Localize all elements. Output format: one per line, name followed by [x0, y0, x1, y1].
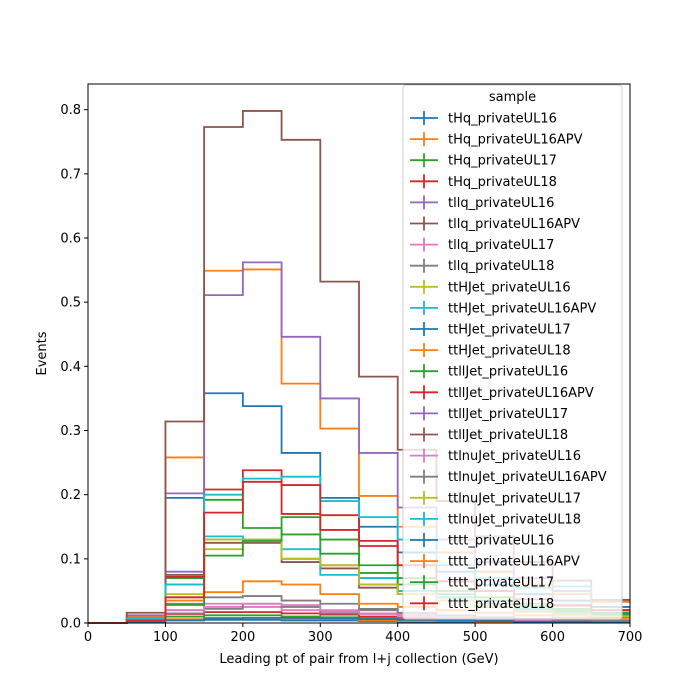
legend-label: ttllJet_privateUL17 — [448, 407, 568, 422]
x-tick-label: 400 — [385, 630, 410, 645]
legend-entry: ttlnuJet_privateUL16 — [410, 448, 581, 464]
plot-area-frame — [87, 83, 631, 624]
x-tick-label: 0 — [84, 630, 92, 645]
legend-entry: tHq_privateUL16 — [410, 111, 557, 127]
x-tick-label: 700 — [618, 630, 643, 645]
y-axis-ticks: 0.0 0.1 0.2 0.3 0.4 0.5 0.6 0.7 0.8 — [60, 103, 88, 632]
legend-entry: ttlnuJet_privateUL17 — [410, 490, 581, 506]
legend-entry: tllq_privateUL16APV — [410, 216, 580, 232]
legend-label: tttt_privateUL18 — [448, 597, 554, 612]
x-axis-label: Leading pt of pair from l+j collection (… — [219, 652, 498, 667]
legend-entry: tttt_privateUL18 — [410, 596, 554, 612]
legend-entry: tllq_privateUL18 — [410, 258, 554, 274]
legend-label: ttHJet_privateUL16 — [448, 280, 571, 295]
y-tick-label: 0.6 — [60, 232, 81, 247]
legend-entry: ttHJet_privateUL18 — [410, 343, 571, 359]
legend-entry: tttt_privateUL16APV — [410, 554, 580, 570]
legend-entry: ttllJet_privateUL16 — [410, 364, 568, 380]
legend-label: ttlnuJet_privateUL18 — [448, 512, 581, 527]
x-tick-label: 100 — [153, 630, 178, 645]
legend-label: tHq_privateUL18 — [448, 175, 557, 190]
legend-label: tHq_privateUL16 — [448, 112, 557, 127]
legend-entry: ttHJet_privateUL16 — [410, 279, 571, 295]
legend-label: tllq_privateUL16APV — [448, 217, 580, 232]
x-axis-ticks: 0 100 200 300 400 500 600 700 — [84, 623, 643, 645]
legend-entry: tttt_privateUL16 — [410, 533, 554, 549]
legend-entries: tHq_privateUL16 tHq_privateUL16APV tHq_pri… — [410, 111, 607, 612]
legend-entry: tHq_privateUL16APV — [410, 132, 583, 148]
legend-label: ttHJet_privateUL16APV — [448, 301, 596, 316]
legend-entry: tttt_privateUL17 — [410, 575, 554, 591]
x-tick-label: 600 — [540, 630, 565, 645]
legend-label: tttt_privateUL17 — [448, 576, 554, 591]
legend-label: tttt_privateUL16 — [448, 534, 554, 549]
legend-entry: ttllJet_privateUL18 — [410, 427, 568, 443]
legend-label: ttlnuJet_privateUL16 — [448, 449, 581, 464]
legend-label: ttllJet_privateUL16 — [448, 365, 568, 380]
legend-label: ttllJet_privateUL18 — [448, 428, 568, 443]
series-ttlnuJet_privateUL16 — [88, 602, 630, 624]
legend-label: ttllJet_privateUL16APV — [448, 386, 594, 401]
y-tick-label: 0.7 — [60, 167, 81, 182]
y-tick-label: 0.3 — [60, 424, 81, 439]
legend-entry: ttHJet_privateUL16APV — [410, 300, 596, 316]
legend-entry: tHq_privateUL17 — [410, 153, 557, 169]
legend-entry: ttllJet_privateUL17 — [410, 406, 568, 422]
legend-entry: tllq_privateUL16 — [410, 195, 554, 211]
legend-entry: tHq_privateUL18 — [410, 174, 557, 190]
legend-label: tllq_privateUL16 — [448, 196, 554, 211]
x-tick-label: 500 — [463, 630, 488, 645]
y-tick-label: 0.8 — [60, 103, 81, 118]
legend-entry: ttllJet_privateUL16APV — [410, 385, 594, 401]
series-tttt_privateUL16 — [88, 616, 630, 624]
legend-label: tHq_privateUL17 — [448, 154, 557, 169]
legend-label: tllq_privateUL17 — [448, 238, 554, 253]
legend-label: ttlnuJet_privateUL17 — [448, 491, 581, 506]
legend-label: tttt_privateUL16APV — [448, 555, 580, 570]
y-tick-label: 0.0 — [60, 617, 81, 632]
x-tick-label: 300 — [308, 630, 333, 645]
legend-label: tHq_privateUL16APV — [448, 133, 583, 148]
legend-entry: tllq_privateUL17 — [410, 237, 554, 253]
y-tick-label: 0.5 — [60, 296, 81, 311]
legend-title: sample — [489, 90, 536, 105]
legend-entry: ttHJet_privateUL17 — [410, 322, 571, 338]
legend-entry: ttlnuJet_privateUL16APV — [410, 469, 607, 485]
y-tick-label: 0.2 — [60, 488, 81, 503]
y-tick-label: 0.1 — [60, 552, 81, 567]
legend-label: tllq_privateUL18 — [448, 259, 554, 274]
x-tick-label: 200 — [230, 630, 255, 645]
legend-entry: ttlnuJet_privateUL18 — [410, 511, 581, 527]
legend-label: ttHJet_privateUL17 — [448, 323, 571, 338]
legend-label: ttHJet_privateUL18 — [448, 344, 571, 359]
y-axis-label: Events — [35, 331, 50, 375]
legend-label: ttlnuJet_privateUL16APV — [448, 470, 607, 485]
y-tick-label: 0.4 — [60, 360, 81, 375]
legend: sample tHq_privateUL16 tHq_privateUL16APV… — [402, 84, 623, 620]
legend-box — [402, 84, 623, 620]
